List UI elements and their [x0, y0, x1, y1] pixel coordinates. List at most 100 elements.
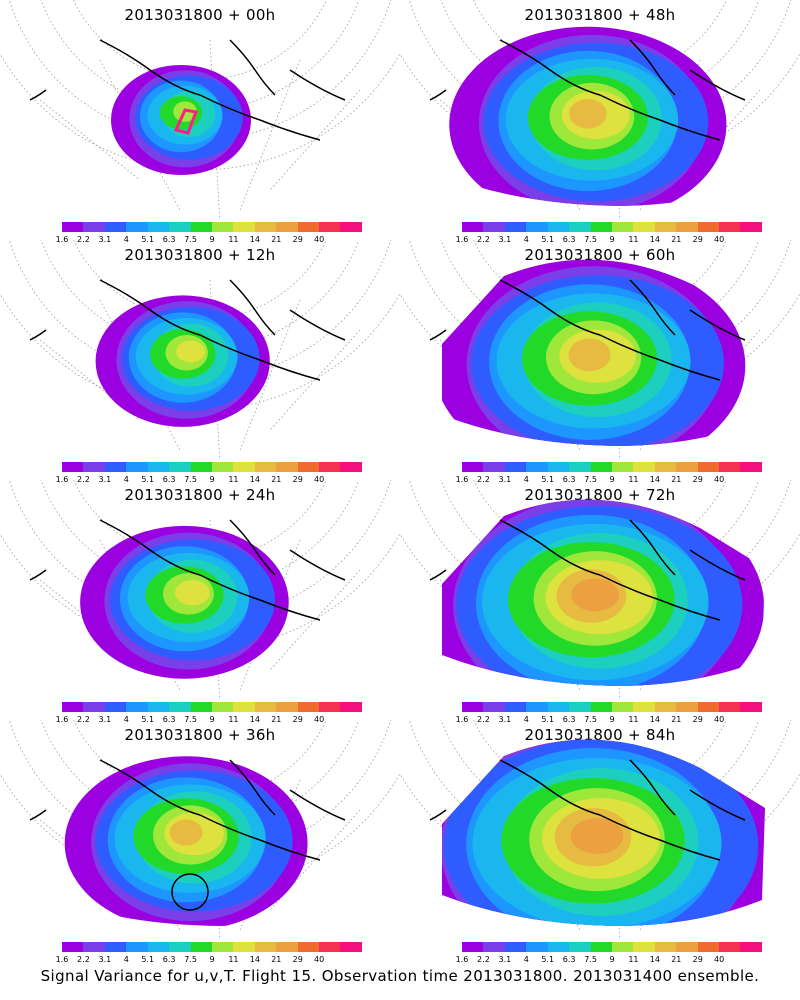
- colorbar-swatch: [319, 222, 341, 232]
- colorbar-swatch: [276, 222, 298, 232]
- colorbar-swatch: [676, 702, 698, 712]
- colorbar-swatch: [569, 942, 591, 952]
- colorbar: [462, 702, 762, 714]
- colorbar-tick-label: 6.3: [162, 715, 176, 724]
- colorbar-tick-label: 1.6: [455, 235, 469, 244]
- coastline: [429, 279, 746, 381]
- colorbar-tick-label: 5.1: [541, 235, 555, 244]
- panel-title: 2013031800 + 24h: [124, 486, 276, 504]
- colorbar-swatch: [297, 222, 320, 232]
- colorbar-tick-label: 14: [649, 715, 660, 724]
- colorbar-swatch: [569, 702, 591, 712]
- colorbar-swatch: [611, 942, 634, 952]
- colorbar-swatch: [654, 942, 677, 952]
- colorbar-tick-label: 6.3: [562, 475, 576, 484]
- colorbar-swatch: [697, 222, 720, 232]
- variance-map: [400, 0, 800, 220]
- variance-contour-level: [568, 338, 611, 372]
- colorbar-swatch: [504, 462, 527, 472]
- colorbar-swatch: [697, 942, 720, 952]
- colorbar-swatch: [104, 942, 127, 952]
- colorbar-swatch: [254, 942, 277, 952]
- variance-panel-48h: 2013031800 + 48h 1.6 2.2 3.1 4 5.1 6.3 7.5 9 11 14…: [400, 0, 800, 244]
- highlight-circle: [171, 873, 209, 911]
- variance-panel-36h: 2013031800 + 36h 1.6 2.2 3.1 4 5.1 6.3 7.5 9 11 14…: [0, 720, 400, 964]
- colorbar-tick-label: 5.1: [141, 235, 155, 244]
- colorbar-swatch: [233, 222, 255, 232]
- colorbar-swatch: [697, 462, 720, 472]
- colorbar-swatch: [611, 222, 634, 232]
- colorbar-swatch: [547, 702, 570, 712]
- colorbar-tick-label: 6.3: [162, 475, 176, 484]
- colorbar-tick-label: 3.1: [498, 475, 512, 484]
- colorbar-swatch: [254, 222, 277, 232]
- colorbar-tick-label: 29: [292, 955, 303, 964]
- variance-field: [442, 259, 746, 446]
- colorbar-swatch: [62, 462, 84, 472]
- coastline: [29, 759, 346, 861]
- colorbar-tick-label: 5.1: [141, 955, 155, 964]
- colorbar-tick-label: 40: [314, 235, 325, 244]
- colorbar-tick-label: 29: [692, 715, 703, 724]
- colorbar-tick-label: 14: [249, 475, 260, 484]
- variance-field: [449, 26, 727, 206]
- colorbar-swatch: [547, 462, 570, 472]
- variance-panel-24h: 2013031800 + 24h 1.6 2.2 3.1 4 5.1 6.3 7.5 9 11 14…: [0, 480, 400, 724]
- colorbar: [462, 222, 762, 234]
- colorbar-swatch: [83, 462, 105, 472]
- variance-contour-level: [176, 340, 206, 363]
- colorbar-ticks: 1.6 2.2 3.1 4 5.1 6.3 7.5 9 11 14 21 29 40: [56, 475, 362, 485]
- variance-map: [0, 480, 400, 700]
- colorbar-tick-label: 5.1: [141, 715, 155, 724]
- colorbar-swatch: [462, 222, 484, 232]
- colorbar-tick-label: 9: [209, 475, 215, 484]
- colorbar-tick-label: 9: [209, 235, 215, 244]
- colorbar-tick-label: 7.5: [184, 475, 197, 484]
- colorbar-tick-label: 6.3: [562, 235, 576, 244]
- colorbar-swatch: [319, 702, 341, 712]
- colorbar-ticks: 1.6 2.2 3.1 4 5.1 6.3 7.5 9 11 14 21 29 40: [56, 955, 362, 965]
- colorbar-tick-label: 2.2: [77, 235, 90, 244]
- colorbar-swatch: [147, 702, 170, 712]
- colorbar-tick-label: 40: [714, 475, 725, 484]
- colorbar-tick-label: 6.3: [562, 955, 576, 964]
- colorbar-tick-label: 40: [314, 955, 325, 964]
- colorbar-swatch: [654, 222, 677, 232]
- colorbar-tick-label: 4: [523, 475, 529, 484]
- colorbar-tick-label: 9: [609, 715, 615, 724]
- colorbar-tick-label: 7.5: [584, 235, 597, 244]
- panel-title: 2013031800 + 48h: [524, 6, 676, 24]
- colorbar-tick-label: 3.1: [498, 955, 512, 964]
- colorbar-swatch: [83, 702, 105, 712]
- panel-title: 2013031800 + 60h: [524, 246, 676, 264]
- colorbar-swatch: [504, 942, 527, 952]
- variance-contour-level: [569, 99, 607, 129]
- variance-panel-12h: 2013031800 + 12h 1.6 2.2 3.1 4 5.1 6.3 7.5 9 11 14…: [0, 240, 400, 484]
- colorbar-swatch: [62, 222, 84, 232]
- colorbar-swatch: [697, 702, 720, 712]
- colorbar-swatch: [462, 462, 484, 472]
- colorbar-ticks: 1.6 2.2 3.1 4 5.1 6.3 7.5 9 11 14 21 29 40: [56, 715, 362, 725]
- variance-contour-level: [570, 818, 624, 854]
- colorbar-swatch: [462, 942, 484, 952]
- colorbar-tick-label: 9: [609, 475, 615, 484]
- colorbar-tick-label: 7.5: [584, 715, 597, 724]
- colorbar-swatch: [340, 702, 362, 712]
- colorbar-ticks: 1.6 2.2 3.1 4 5.1 6.3 7.5 9 11 14 21 29 40: [456, 715, 762, 725]
- colorbar-swatch: [104, 462, 127, 472]
- colorbar-swatch: [740, 462, 762, 472]
- colorbar-tick-label: 14: [649, 475, 660, 484]
- colorbar-swatch: [104, 222, 127, 232]
- colorbar: [62, 222, 362, 234]
- colorbar-swatch: [654, 462, 677, 472]
- colorbar-tick-label: 40: [714, 235, 725, 244]
- colorbar-swatch: [104, 702, 127, 712]
- colorbar-swatch: [190, 942, 212, 952]
- colorbar-tick-label: 29: [292, 475, 303, 484]
- colorbar-tick-label: 21: [671, 955, 682, 964]
- colorbar-swatch: [211, 942, 234, 952]
- colorbar-swatch: [590, 942, 612, 952]
- colorbar-swatch: [590, 702, 612, 712]
- colorbar-tick-label: 2.2: [77, 955, 90, 964]
- colorbar-swatch: [126, 462, 148, 472]
